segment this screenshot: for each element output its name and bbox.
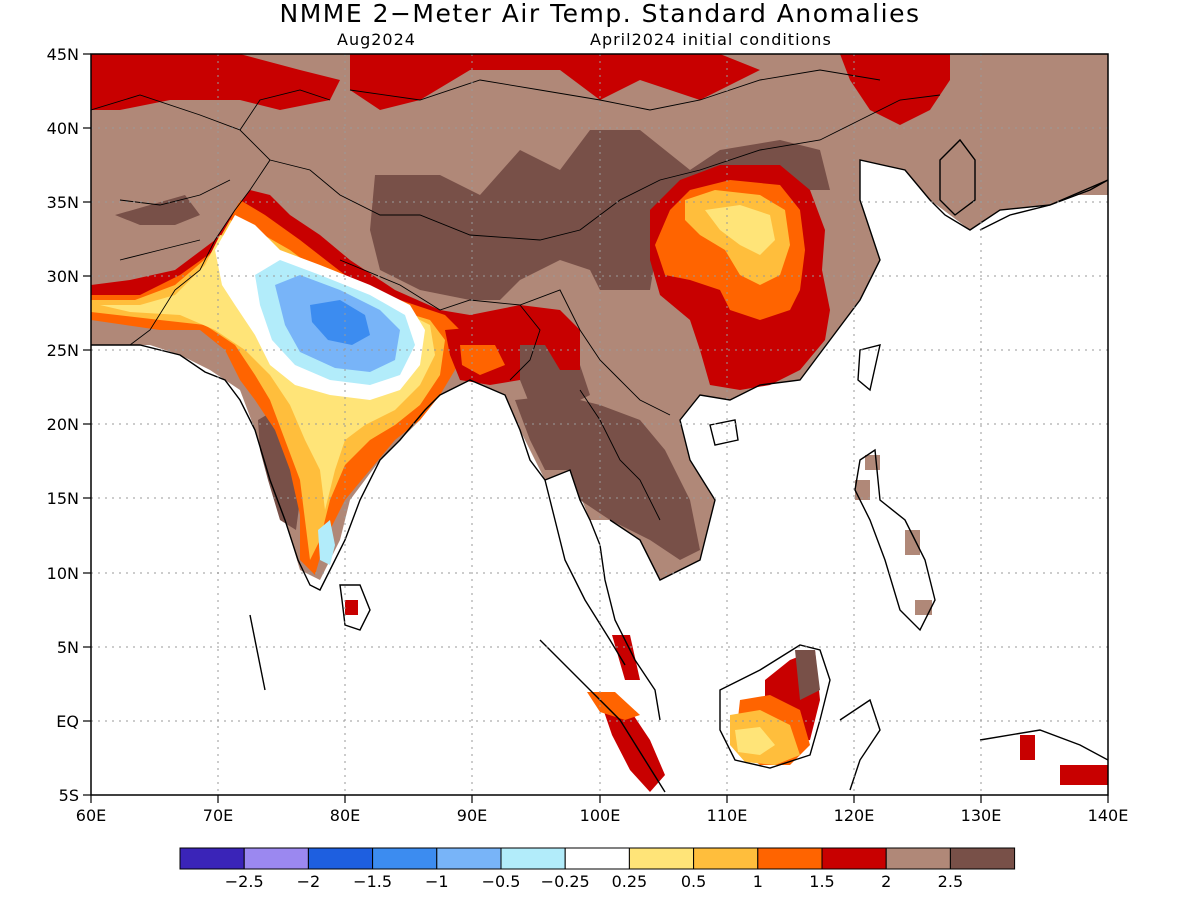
colorbar-swatch [564, 847, 630, 870]
lon-label: 120E [834, 806, 875, 825]
lon-labels: 60E 70E 80E 90E 100E 110E 120E 130E 140E [76, 806, 1129, 825]
lat-label: 5S [59, 786, 79, 805]
lat-label: 5N [57, 638, 79, 657]
new-guinea-anomaly [1020, 735, 1108, 785]
colorbar-label: −0.5 [482, 872, 521, 891]
philippines-anomaly [855, 455, 932, 615]
lon-label: 130E [961, 806, 1002, 825]
colorbar-swatch [179, 847, 245, 870]
lon-label: 90E [457, 806, 487, 825]
colorbar-label: 2.5 [938, 872, 963, 891]
lat-label: 30N [47, 267, 79, 286]
colorbar-swatch [949, 847, 1016, 870]
colorbar-swatch [500, 847, 566, 870]
colorbar-swatch [372, 847, 438, 870]
central-asia-anomaly-gt-2.5 [115, 195, 200, 225]
forecast-month: Aug2024 [337, 30, 416, 49]
india-south-cool [318, 520, 335, 565]
lat-label: 20N [47, 415, 79, 434]
korea-anomaly [940, 150, 1108, 210]
lon-label: 100E [580, 806, 621, 825]
colorbar-label: −0.25 [541, 872, 590, 891]
lat-label: 35N [47, 193, 79, 212]
graticule [91, 54, 1108, 795]
colorbar-label: −2.5 [225, 872, 264, 891]
lon-label: 110E [707, 806, 748, 825]
lat-label: 25N [47, 341, 79, 360]
colorbar-label: −1.5 [353, 872, 392, 891]
sumatra-anomaly-2 [600, 700, 665, 792]
lon-label: 80E [330, 806, 360, 825]
lat-label: 15N [47, 489, 79, 508]
malaya-anomaly-2 [612, 635, 640, 680]
colorbar-swatch [693, 847, 759, 870]
india-anomaly-neg-1 [310, 300, 370, 345]
lat-label: EQ [56, 712, 79, 731]
sumatra-anomaly-1.5 [587, 692, 640, 720]
colorbar-swatch [628, 847, 695, 870]
coastlines [91, 138, 1108, 793]
colorbar-swatch [307, 847, 374, 870]
map-title: NMME 2−Meter Air Temp. Standard Anomalie… [279, 0, 921, 28]
colorbar-label: 1 [753, 872, 763, 891]
northeast-anomaly-2 [840, 54, 950, 125]
colorbar-swatch [436, 847, 502, 870]
colorbar-swatch [885, 847, 951, 870]
borneo-anomaly-0.5 [735, 727, 775, 755]
colorbar-label: 1.5 [809, 872, 834, 891]
lon-label: 60E [76, 806, 106, 825]
southeast-asia-anomaly-gt-2.5 [515, 395, 700, 560]
map-field [91, 54, 1108, 793]
india-west-anomaly-gt-2.5 [258, 410, 300, 530]
lon-label: 70E [203, 806, 233, 825]
colorbar-label: 2 [881, 872, 891, 891]
north-border-anomaly-2 [350, 54, 760, 110]
colorbar-labels: −2.5 −2 −1.5 −1 −0.5 −0.25 0.25 0.5 1 1.5 2 2.5 [225, 872, 963, 891]
colorbar-label: 0.5 [681, 872, 706, 891]
lat-labels: 45N 40N 35N 30N 25N 20N 15N 10N 5N EQ 5S [47, 45, 79, 805]
borneo-north-anomaly-2.5 [795, 650, 820, 700]
lon-label: 140E [1088, 806, 1129, 825]
axis-ticks [83, 53, 1109, 803]
colorbar-label: −2 [297, 872, 321, 891]
colorbar-label: −1 [425, 872, 449, 891]
colorbar-label: 0.25 [612, 872, 648, 891]
initial-conditions-label: April2024 initial conditions [590, 30, 832, 49]
lat-label: 10N [47, 564, 79, 583]
colorbar [179, 847, 1016, 870]
colorbar-swatch [821, 847, 887, 870]
lat-label: 40N [47, 119, 79, 138]
bangladesh-anomaly-1.5 [460, 345, 505, 375]
lat-label: 45N [47, 45, 79, 64]
sri-lanka-anomaly [345, 600, 358, 615]
colorbar-swatch [243, 847, 309, 870]
china-anomaly-0.5 [705, 205, 775, 255]
colorbar-swatch [757, 847, 823, 870]
